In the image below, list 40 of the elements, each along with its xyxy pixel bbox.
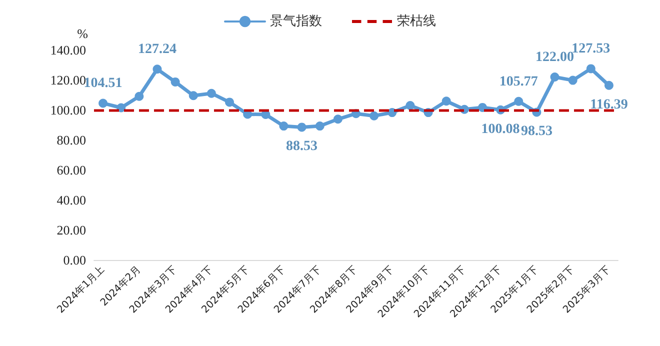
- point: [315, 122, 324, 131]
- point: [225, 98, 234, 107]
- y-tick-label: 80.00: [56, 132, 86, 148]
- point: [586, 64, 596, 74]
- point: [604, 80, 614, 90]
- legend-label: 景气指数: [270, 14, 322, 29]
- point: [514, 96, 524, 106]
- point: [406, 101, 415, 110]
- data-label: 104.51: [84, 76, 122, 92]
- point: [188, 91, 198, 100]
- data-label: 127.24: [138, 42, 176, 58]
- y-tick-label: 60.00: [56, 162, 86, 178]
- point: [333, 114, 342, 124]
- point: [370, 111, 379, 120]
- point: [568, 76, 578, 85]
- point: [297, 122, 306, 132]
- y-tick-label: 20.00: [56, 222, 86, 238]
- point: [478, 102, 487, 112]
- y-axis-title: %: [77, 26, 88, 41]
- data-label: 122.00: [536, 50, 574, 65]
- point: [134, 92, 144, 101]
- data-label: 88.53: [286, 139, 318, 154]
- point: [279, 122, 288, 131]
- data-label: 116.39: [590, 97, 628, 112]
- y-tick-label: 0.00: [63, 252, 86, 268]
- point: [116, 103, 126, 112]
- point: [550, 72, 560, 82]
- point: [170, 77, 180, 86]
- data-label: 105.77: [499, 74, 538, 90]
- y-tick-label: 100.00: [50, 102, 86, 118]
- y-tick-label: 140.00: [50, 42, 86, 58]
- legend-label: 荣枯线: [397, 14, 436, 29]
- data-label: 100.08: [481, 122, 520, 137]
- y-tick-label: 40.00: [56, 192, 86, 208]
- point: [152, 64, 162, 74]
- point: [206, 88, 216, 98]
- point: [98, 98, 108, 108]
- point: [442, 96, 451, 106]
- data-label: 98.53: [520, 124, 552, 140]
- y-tick-label: 120.00: [50, 72, 86, 88]
